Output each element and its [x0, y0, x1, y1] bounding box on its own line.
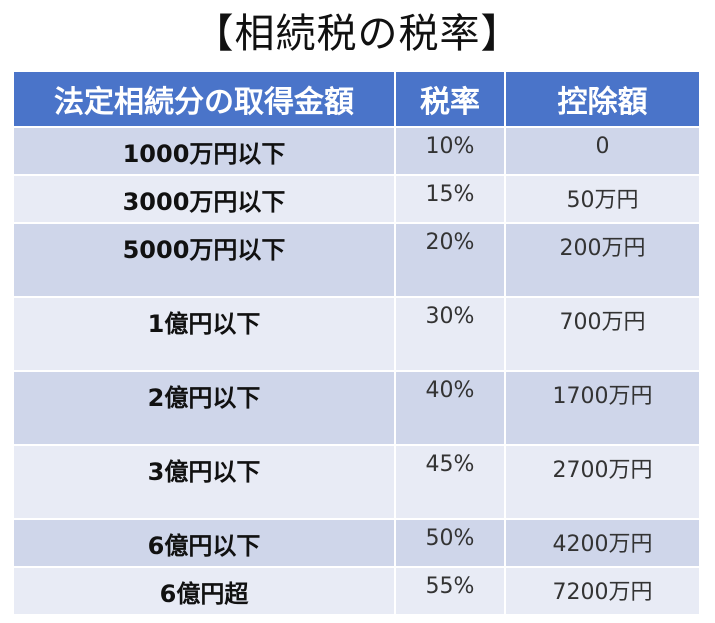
table-header-row: 法定相続分の取得金額 税率 控除額: [14, 72, 699, 127]
table-row: 5000万円以下 20% 200万円: [14, 222, 699, 297]
header-amount: 法定相続分の取得金額: [14, 72, 396, 127]
amount-cell: 3000万円以下: [14, 174, 396, 223]
table-row: 2億円以下 40% 1700万円: [14, 370, 699, 445]
rate-cell: 10%: [395, 126, 506, 175]
amount-cell: 5000万円以下: [14, 222, 396, 297]
deduction-cell: 50万円: [505, 174, 699, 223]
deduction-cell: 1700万円: [505, 370, 699, 445]
table-row: 1億円以下 30% 700万円: [14, 296, 699, 371]
rate-cell: 40%: [395, 370, 506, 445]
deduction-cell: 200万円: [505, 222, 699, 297]
deduction-cell: 7200万円: [505, 566, 699, 614]
page-title: 【相続税の税率】: [193, 11, 522, 57]
rate-cell: 30%: [395, 296, 506, 371]
amount-cell: 1000万円以下: [14, 126, 396, 175]
amount-cell: 6億円以下: [14, 518, 396, 567]
table-row: 6億円超 55% 7200万円: [14, 566, 699, 614]
header-deduction: 控除額: [505, 72, 699, 127]
rate-cell: 45%: [395, 444, 506, 519]
table-row: 3億円以下 45% 2700万円: [14, 444, 699, 519]
amount-cell: 6億円超: [14, 566, 396, 614]
table-row: 6億円以下 50% 4200万円: [14, 518, 699, 567]
amount-cell: 3億円以下: [14, 444, 396, 519]
rate-cell: 55%: [395, 566, 506, 614]
amount-cell: 2億円以下: [14, 370, 396, 445]
deduction-cell: 0: [505, 126, 699, 175]
rate-cell: 15%: [395, 174, 506, 223]
tax-rate-table: 法定相続分の取得金額 税率 控除額 1000万円以下 10% 0 3000万円以…: [14, 72, 699, 614]
table-row: 3000万円以下 15% 50万円: [14, 174, 699, 223]
deduction-cell: 700万円: [505, 296, 699, 371]
deduction-cell: 4200万円: [505, 518, 699, 567]
rate-cell: 50%: [395, 518, 506, 567]
header-rate: 税率: [395, 72, 506, 127]
table-row: 1000万円以下 10% 0: [14, 126, 699, 175]
deduction-cell: 2700万円: [505, 444, 699, 519]
amount-cell: 1億円以下: [14, 296, 396, 371]
rate-cell: 20%: [395, 222, 506, 297]
